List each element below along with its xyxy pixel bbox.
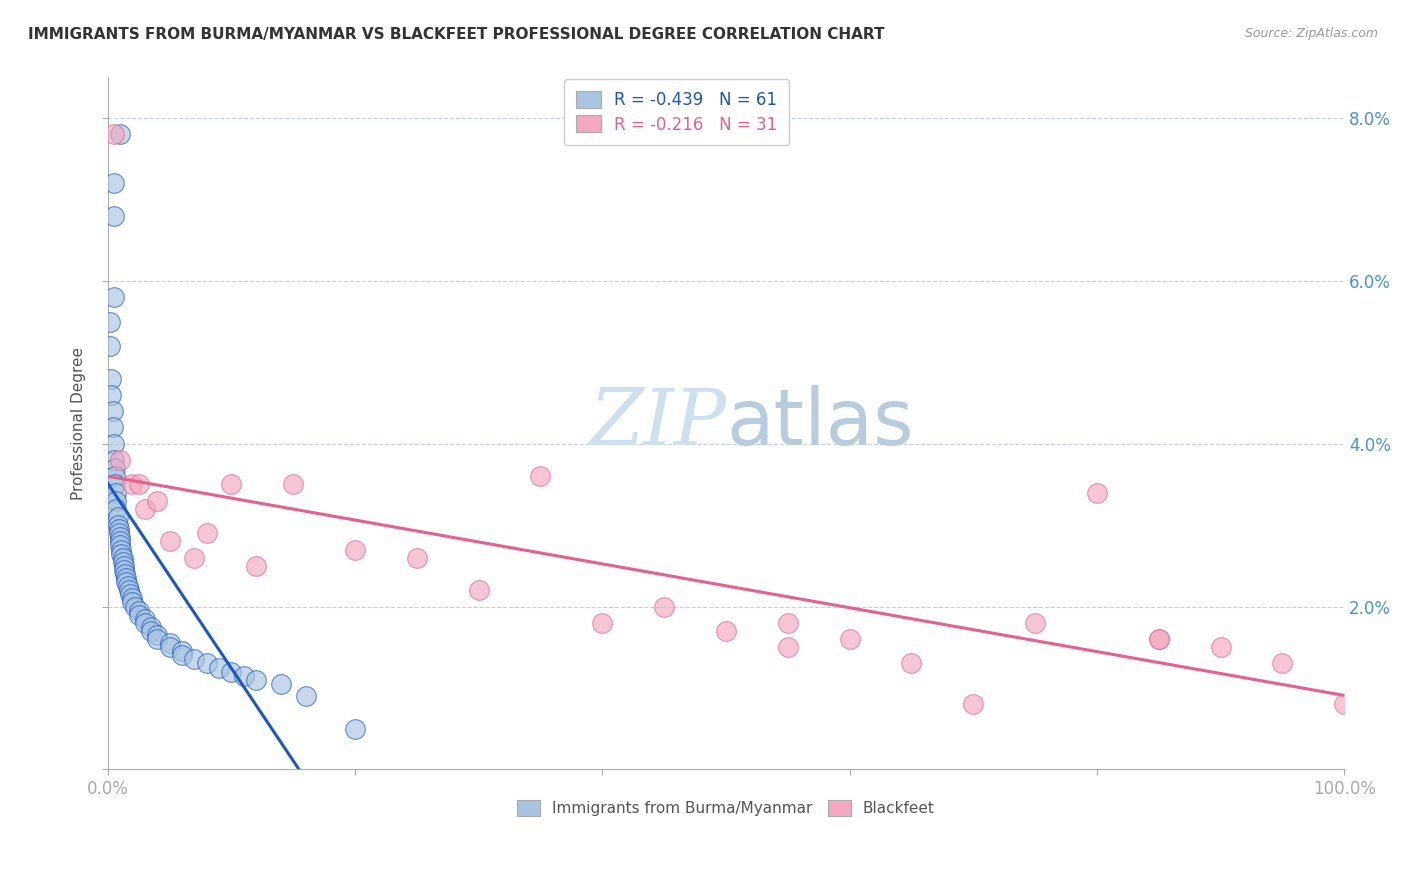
Text: Source: ZipAtlas.com: Source: ZipAtlas.com — [1244, 27, 1378, 40]
Point — [270, 677, 292, 691]
Point — [118, 587, 141, 601]
Point — [105, 485, 128, 500]
Point — [170, 644, 193, 658]
Point — [134, 501, 156, 516]
Point — [128, 477, 150, 491]
Point — [112, 558, 135, 573]
Point — [776, 640, 799, 655]
Point — [1333, 697, 1355, 711]
Point — [108, 526, 131, 541]
Point — [115, 571, 138, 585]
Legend: Immigrants from Burma/Myanmar, Blackfeet: Immigrants from Burma/Myanmar, Blackfeet — [509, 793, 942, 824]
Point — [294, 689, 316, 703]
Point — [104, 477, 127, 491]
Point — [170, 648, 193, 663]
Point — [529, 469, 551, 483]
Point — [146, 632, 169, 646]
Point — [103, 209, 125, 223]
Point — [104, 469, 127, 483]
Point — [1209, 640, 1232, 655]
Point — [1271, 657, 1294, 671]
Point — [121, 595, 143, 609]
Point — [114, 566, 136, 581]
Point — [900, 657, 922, 671]
Point — [245, 673, 267, 687]
Point — [103, 290, 125, 304]
Point — [110, 542, 132, 557]
Point — [159, 636, 181, 650]
Point — [146, 493, 169, 508]
Point — [112, 563, 135, 577]
Point — [100, 388, 122, 402]
Point — [108, 453, 131, 467]
Point — [159, 534, 181, 549]
Point — [208, 660, 231, 674]
Text: atlas: atlas — [725, 385, 914, 461]
Point — [118, 583, 141, 598]
Point — [101, 404, 124, 418]
Point — [110, 547, 132, 561]
Point — [183, 550, 205, 565]
Y-axis label: Professional Degree: Professional Degree — [72, 347, 86, 500]
Point — [105, 501, 128, 516]
Point — [232, 669, 254, 683]
Point — [159, 640, 181, 655]
Point — [104, 461, 127, 475]
Point — [183, 652, 205, 666]
Point — [117, 579, 139, 593]
Point — [107, 518, 129, 533]
Point — [1024, 615, 1046, 630]
Point — [101, 420, 124, 434]
Point — [108, 522, 131, 536]
Point — [103, 176, 125, 190]
Point — [139, 620, 162, 634]
Point — [1147, 632, 1170, 646]
Point — [221, 665, 243, 679]
Point — [1147, 632, 1170, 646]
Point — [124, 599, 146, 614]
Point — [245, 558, 267, 573]
Point — [467, 583, 489, 598]
Point — [100, 371, 122, 385]
Point — [128, 604, 150, 618]
Point — [107, 510, 129, 524]
Point — [652, 599, 675, 614]
Point — [146, 628, 169, 642]
Point — [591, 615, 613, 630]
Point — [962, 697, 984, 711]
Point — [105, 493, 128, 508]
Point — [405, 550, 427, 565]
Point — [838, 632, 860, 646]
Point — [98, 315, 121, 329]
Text: IMMIGRANTS FROM BURMA/MYANMAR VS BLACKFEET PROFESSIONAL DEGREE CORRELATION CHART: IMMIGRANTS FROM BURMA/MYANMAR VS BLACKFE… — [28, 27, 884, 42]
Point — [111, 550, 134, 565]
Point — [108, 534, 131, 549]
Point — [714, 624, 737, 638]
Point — [344, 542, 367, 557]
Point — [103, 453, 125, 467]
Point — [108, 128, 131, 142]
Point — [103, 128, 125, 142]
Point — [139, 624, 162, 638]
Point — [344, 722, 367, 736]
Point — [283, 477, 305, 491]
Point — [1085, 485, 1108, 500]
Point — [103, 436, 125, 450]
Point — [195, 657, 218, 671]
Point — [134, 615, 156, 630]
Point — [121, 477, 143, 491]
Point — [115, 575, 138, 590]
Point — [134, 612, 156, 626]
Point — [195, 526, 218, 541]
Point — [221, 477, 243, 491]
Point — [128, 607, 150, 622]
Point — [108, 530, 131, 544]
Point — [111, 555, 134, 569]
Point — [108, 539, 131, 553]
Text: ZIP: ZIP — [589, 385, 725, 461]
Point — [121, 591, 143, 606]
Point — [98, 339, 121, 353]
Point — [776, 615, 799, 630]
